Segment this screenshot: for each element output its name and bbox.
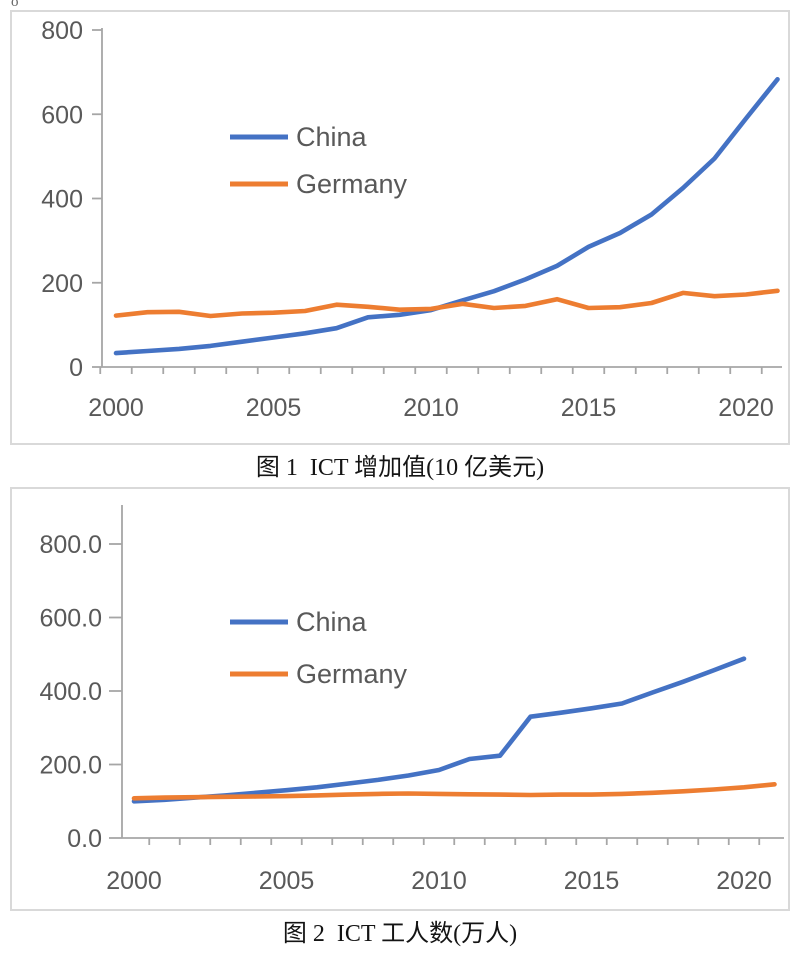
figure-1-ict-value-added: 0 200 400 600 800 2000 2005 2010 2015 2020 China Ge… [10,10,790,445]
y-tick-label: 800 [41,17,83,45]
x-tick-label: 2000 [88,394,144,422]
legend-label-china: China [296,122,368,152]
x-tick-label: 2000 [106,867,162,895]
series-line-china [131,656,747,804]
y-tick-label: 400.0 [39,678,102,706]
series-line-china [113,77,780,356]
y-tick-label: 200 [41,270,83,298]
y-tick-label: 0 [69,354,83,382]
y-tick-label: 400 [41,186,83,214]
ict-workers-chart: 0.0 200.0 400.0 600.0 800.0 2000 2005 2010 2015 2… [39,505,784,895]
x-tick-label: 2020 [718,394,774,422]
ict-value-added-chart: 0 200 400 600 800 2000 2005 2010 2015 2020 China Ge… [41,17,782,422]
x-tick-label: 2015 [561,394,617,422]
y-tick-label: 600.0 [39,605,102,633]
x-tick-label: 2020 [716,867,772,895]
stray-superscript-mark: o [11,0,19,10]
figure-2-ict-workers: 0.0 200.0 400.0 600.0 800.0 2000 2005 2010 2015 2… [10,487,790,911]
x-tick-label: 2005 [259,867,315,895]
legend-label-china: China [296,607,368,637]
figure-1-caption: 图 1 ICT 增加值(10 亿美元) [255,455,545,481]
legend-label-germany: Germany [296,169,408,199]
x-tick-label: 2005 [246,394,302,422]
y-tick-label: 200.0 [39,752,102,780]
series-line-germany [113,288,780,319]
legend-label-germany: Germany [296,659,408,689]
y-tick-label: 800.0 [39,531,102,559]
x-tick-label: 2015 [564,867,620,895]
x-tick-label: 2010 [403,394,459,422]
y-tick-label: 0.0 [67,825,102,853]
series-line-germany [131,781,777,801]
y-tick-label: 600 [41,101,83,129]
x-tick-label: 2010 [411,867,467,895]
figure-2-caption: 图 2 ICT 工人数(万人) [282,921,518,947]
